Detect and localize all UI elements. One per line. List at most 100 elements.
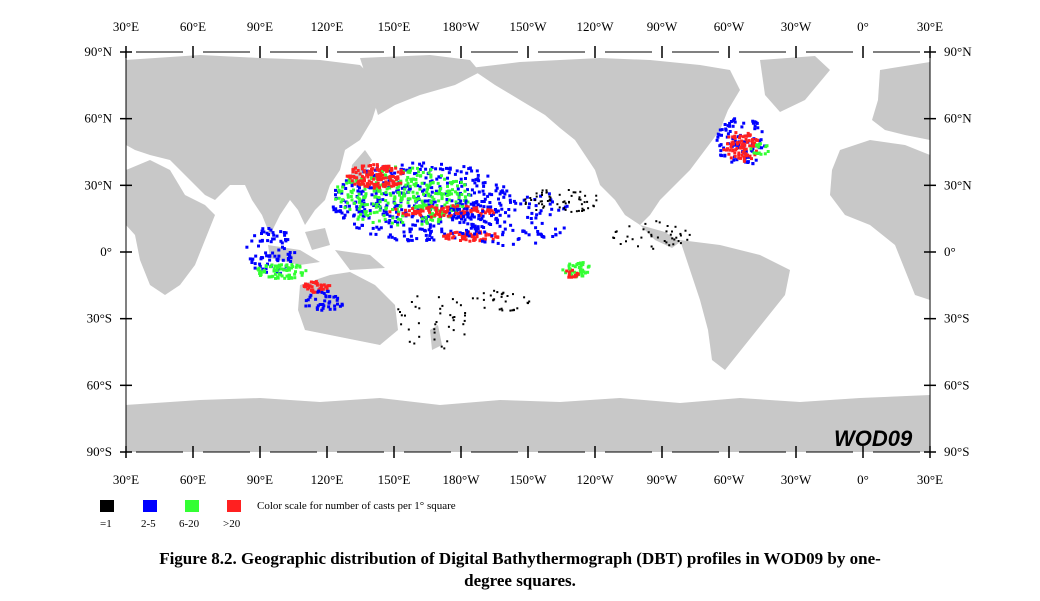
cast-density-point [686, 238, 689, 241]
cast-density-point [328, 284, 332, 288]
cast-density-point [464, 199, 468, 203]
cast-density-point [306, 298, 310, 302]
cast-density-point [413, 172, 416, 176]
cast-density-point [726, 132, 730, 136]
cast-density-point [473, 191, 476, 195]
cast-density-point [348, 176, 352, 180]
cast-density-point [383, 168, 386, 172]
lon-label-bottom: 30°W [781, 472, 812, 487]
cast-density-point [742, 155, 746, 159]
cast-density-point [508, 194, 512, 198]
cast-density-point [738, 136, 742, 140]
cast-density-point [429, 215, 433, 219]
cast-density-point [433, 331, 436, 334]
cast-density-point [307, 304, 311, 308]
cast-density-point [461, 215, 465, 219]
cast-density-point [389, 193, 393, 197]
cast-density-point [738, 134, 742, 138]
cast-density-point [427, 228, 431, 232]
cast-density-point [472, 215, 476, 219]
cast-density-point [411, 223, 415, 227]
cast-density-point [350, 191, 354, 195]
south-america-land [680, 240, 790, 370]
cast-density-point [568, 270, 572, 274]
cast-density-point [399, 199, 403, 203]
cast-density-point [440, 197, 444, 201]
cast-density-point [375, 174, 379, 178]
cast-density-point [295, 263, 299, 267]
cast-density-point [746, 161, 750, 164]
cast-density-point [727, 135, 731, 139]
cast-density-point [436, 192, 440, 196]
cast-density-point [324, 285, 328, 289]
cast-density-point [438, 185, 442, 189]
cast-density-point [474, 229, 478, 233]
cast-density-point [383, 173, 387, 177]
cast-density-point [535, 213, 539, 217]
cast-density-point [459, 199, 463, 203]
cast-density-point [579, 190, 582, 193]
cast-density-point [476, 203, 480, 207]
cast-density-point [505, 189, 509, 193]
cast-density-point [314, 280, 318, 284]
cast-density-point [348, 174, 352, 178]
cast-density-point [730, 160, 734, 164]
cast-density-point [750, 144, 754, 148]
lon-label-bottom: 180°W [443, 472, 481, 487]
cast-density-point [439, 187, 443, 190]
lat-label-left: 30°N [84, 177, 112, 192]
cast-density-point [719, 149, 723, 153]
cast-density-point [459, 239, 462, 242]
cast-density-point [304, 282, 308, 286]
cast-density-point [484, 232, 488, 236]
cast-density-point [366, 214, 370, 218]
cast-density-point [502, 195, 506, 199]
cast-density-point [430, 179, 434, 183]
cast-density-point [384, 210, 388, 214]
cast-density-point [415, 237, 419, 241]
cast-density-point [413, 184, 417, 188]
cast-density-point [499, 190, 503, 194]
cast-density-point [337, 188, 341, 192]
cast-density-point [526, 215, 530, 219]
cast-density-point [460, 235, 464, 239]
cast-density-point [511, 242, 515, 246]
cast-density-point [361, 179, 365, 183]
cast-density-point [277, 272, 281, 276]
cast-density-point [449, 214, 453, 218]
cast-density-point [464, 204, 468, 208]
cast-density-point [458, 207, 461, 211]
cast-density-point [427, 208, 431, 212]
cast-density-point [392, 197, 396, 201]
cast-density-point [435, 206, 439, 210]
cast-density-point [433, 338, 436, 341]
cast-density-point [424, 233, 428, 237]
cast-density-point [746, 131, 750, 135]
cast-density-point [568, 201, 570, 204]
cast-density-point [279, 267, 283, 271]
cast-density-point [625, 240, 627, 243]
cast-density-point [396, 176, 400, 180]
cast-density-point [381, 176, 385, 180]
cast-density-point [745, 154, 748, 158]
cast-density-point [431, 202, 435, 206]
cast-density-point [436, 181, 440, 185]
cast-density-point [733, 136, 737, 140]
cast-density-point [287, 268, 291, 272]
cast-density-point [402, 223, 406, 227]
cast-density-point [433, 328, 436, 331]
cast-density-point [427, 199, 431, 203]
cast-density-point [384, 193, 388, 197]
cast-density-point [416, 184, 420, 188]
cast-density-point [400, 186, 404, 190]
cast-density-point [466, 188, 469, 192]
cast-density-point [314, 281, 318, 285]
cast-density-point [375, 210, 379, 214]
cast-density-point [570, 194, 573, 197]
cast-density-point [480, 225, 484, 229]
cast-density-point [684, 229, 687, 232]
cast-density-point [541, 203, 544, 206]
cast-density-point [577, 209, 580, 212]
cast-density-point [254, 254, 258, 258]
cast-density-point [353, 176, 357, 180]
